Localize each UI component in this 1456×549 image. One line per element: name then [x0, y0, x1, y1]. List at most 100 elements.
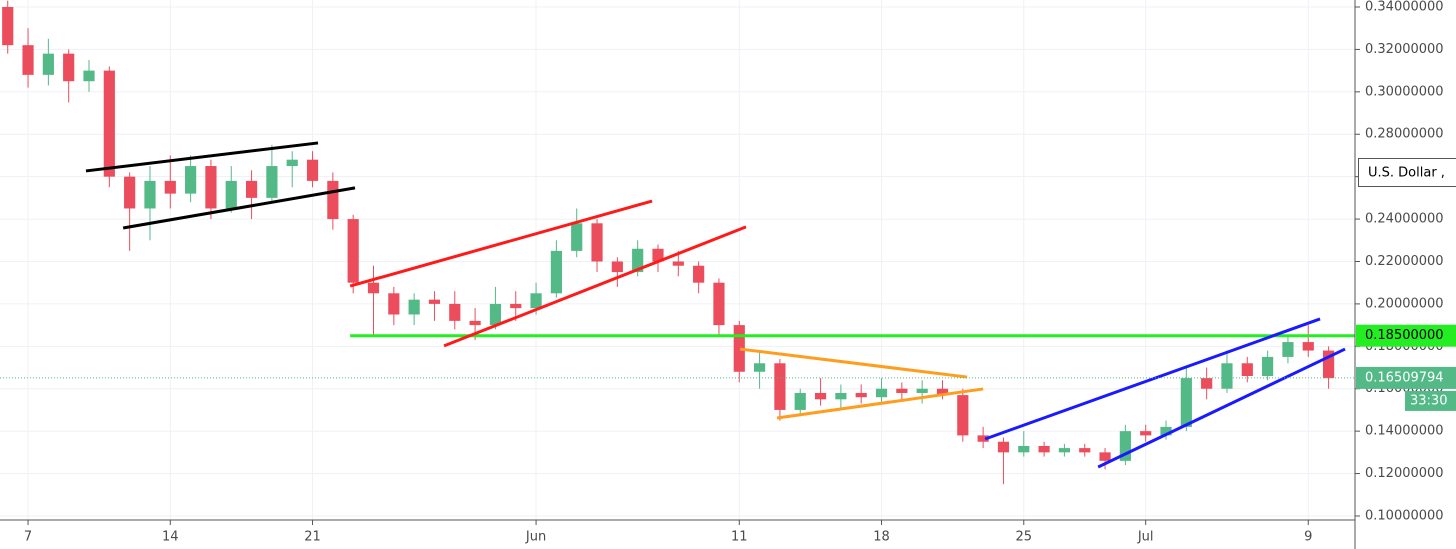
candle-body: [1262, 356, 1274, 377]
candle-body: [672, 261, 684, 266]
candle-body: [611, 261, 623, 273]
candle-body: [1119, 431, 1131, 461]
candle-body: [164, 180, 176, 194]
candle-body: [449, 303, 461, 321]
trend-line: [1097, 347, 1346, 469]
candle-body: [916, 388, 928, 393]
y-tick-label: 0.28000000: [1365, 127, 1444, 142]
candle-body: [754, 363, 766, 372]
currency-label: U.S. Dollar ,: [1368, 166, 1445, 181]
candle-body: [408, 299, 420, 315]
timer-box: [1405, 390, 1456, 411]
candle-body: [550, 250, 562, 294]
x-tick-label: 18: [873, 530, 890, 545]
trend-line: [85, 141, 319, 173]
candle-body: [1322, 350, 1335, 379]
candle-body: [1140, 431, 1152, 436]
candle-body: [652, 248, 664, 262]
candle-body: [855, 392, 867, 398]
candle-body: [632, 248, 644, 273]
y-tick-label: 0.22000000: [1365, 254, 1444, 269]
y-tick-label: 0.14000000: [1365, 424, 1444, 439]
candle-body: [245, 180, 258, 198]
candle-body: [510, 303, 522, 309]
x-tick-label: Jun: [525, 530, 546, 545]
grid: [0, 0, 1355, 520]
candle-body: [571, 223, 583, 251]
candle-body: [774, 363, 786, 410]
candle-body: [266, 166, 278, 198]
x-tick-label: 21: [304, 530, 321, 545]
candle-body: [977, 435, 989, 442]
candle-body: [1221, 363, 1233, 389]
candle-body: [144, 180, 156, 209]
candle-body: [306, 159, 319, 181]
x-tick-label: 25: [1015, 530, 1032, 545]
currency-box: [1358, 158, 1456, 187]
candle-body: [327, 180, 339, 220]
timer-label: 33:30: [1410, 393, 1447, 408]
candle-body: [1079, 448, 1091, 453]
candle-body: [63, 53, 75, 82]
candle-body: [428, 299, 441, 304]
candle-body: [997, 441, 1010, 453]
x-tick-label: 7: [24, 530, 32, 545]
candle-body: [83, 70, 95, 82]
candle-body: [794, 392, 806, 410]
candle-body: [1282, 342, 1294, 357]
last-price-label: 0.16509794: [1365, 370, 1444, 385]
y-tick-label: 0.34000000: [1365, 0, 1444, 14]
candle-body: [225, 180, 237, 209]
candle-body: [1241, 363, 1253, 377]
trend-line: [984, 317, 1321, 441]
candle-body: [185, 166, 197, 194]
candle-body: [875, 388, 888, 398]
candle-body: [124, 176, 136, 209]
candle-body: [896, 388, 908, 393]
candle-body: [2, 6, 14, 46]
y-tick-label: 0.24000000: [1365, 212, 1444, 227]
candle-body: [591, 223, 603, 262]
candle-body: [733, 325, 745, 372]
x-tick-label: 9: [1304, 530, 1312, 545]
candle-body: [1018, 445, 1030, 453]
plot: [0, 0, 1355, 485]
candle-body: [936, 388, 949, 396]
candle-body: [835, 392, 847, 400]
candle-body: [693, 265, 705, 283]
axes: 0.100000000.120000000.140000000.16000000…: [24, 0, 1456, 545]
candle-body: [1201, 378, 1213, 389]
last-price-box: [1356, 366, 1456, 389]
candle-body: [1180, 378, 1192, 427]
candle-body: [1099, 452, 1111, 461]
candle-body: [367, 282, 380, 294]
candle-body: [1058, 448, 1070, 453]
trend-line: [776, 387, 984, 420]
candle-body: [205, 166, 217, 209]
trend-line: [122, 186, 356, 230]
candle-body: [286, 159, 298, 167]
candle-body: [1302, 342, 1314, 351]
y-tick-label: 0.10000000: [1365, 508, 1444, 523]
trend-line: [349, 199, 653, 288]
candle-body: [957, 395, 969, 436]
candle-body: [388, 293, 400, 315]
candle-body: [469, 320, 481, 326]
candle-body: [1038, 445, 1050, 453]
y-tick-label: 0.32000000: [1365, 42, 1444, 57]
level-label: 0.18500000: [1365, 328, 1444, 343]
trend-line: [443, 225, 747, 348]
x-tick-label: 11: [731, 530, 748, 545]
y-tick-label: 0.12000000: [1365, 466, 1444, 481]
trend-line: [739, 347, 968, 379]
candle-body: [22, 45, 34, 75]
candle-body: [347, 219, 359, 283]
candle-body: [814, 392, 827, 400]
candle-body: [489, 303, 502, 326]
candle-body: [1160, 426, 1172, 436]
y-tick-label: 0.20000000: [1365, 296, 1444, 311]
candle-body: [103, 70, 115, 177]
y-tick-label: 0.30000000: [1365, 84, 1444, 99]
